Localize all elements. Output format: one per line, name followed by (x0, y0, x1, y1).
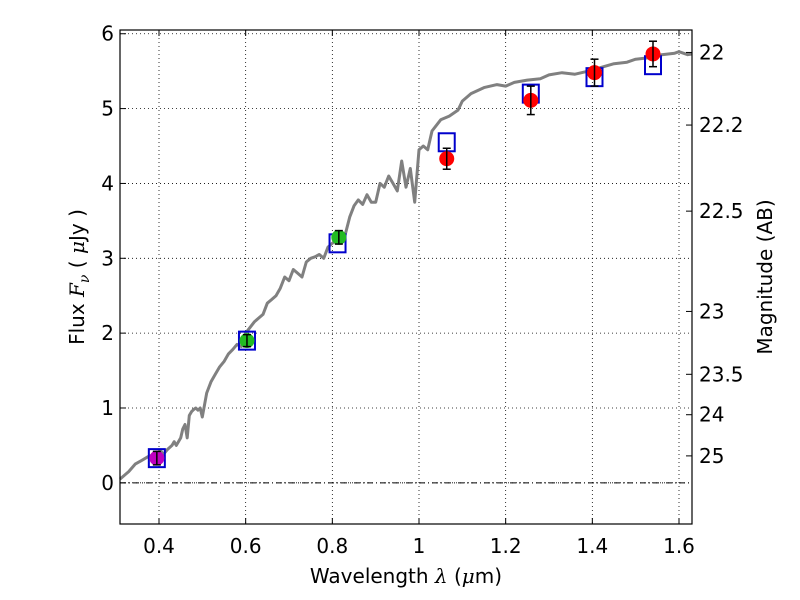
y-tick-label: 5 (101, 97, 114, 121)
x-axis-label: Wavelength λ (μm) (310, 564, 502, 588)
y-tick-label: 1 (101, 396, 114, 420)
right-tick-label: 23.5 (699, 362, 744, 386)
x-tick-label: 1 (413, 534, 426, 558)
y-tick-label: 0 (101, 471, 114, 495)
y-tick-label: 4 (101, 171, 114, 195)
axis-ticks (120, 30, 692, 524)
y-tick-label: 6 (101, 22, 114, 46)
right-axis-label: Magnitude (AB) (753, 199, 777, 354)
right-tick-label: 25 (699, 444, 724, 468)
observed-points (149, 40, 661, 466)
grid (120, 30, 692, 524)
x-tick-label: 0.6 (230, 534, 262, 558)
x-tick-label: 0.4 (143, 534, 175, 558)
right-tick-label: 23 (699, 299, 724, 323)
right-tick-label: 24 (699, 403, 724, 427)
x-tick-label: 1.6 (663, 534, 695, 558)
y-axis-label: Flux Fν ( μJy ) (65, 209, 93, 345)
y-tick-label: 3 (101, 246, 114, 270)
model-box-marker (237, 330, 256, 351)
right-tick-label: 22.5 (699, 199, 744, 223)
y-tick-labels: 0 1 2 3 4 5 6 (101, 22, 114, 495)
x-tick-label: 1.4 (576, 534, 608, 558)
x-tick-label: 0.8 (316, 534, 348, 558)
plot-frame (119, 29, 693, 525)
template-spectrum-line (119, 50, 693, 481)
right-tick-label: 22.2 (699, 113, 744, 137)
x-tick-label: 1.2 (490, 534, 522, 558)
right-tick-label: 22 (699, 40, 724, 64)
x-tick-labels: 0.4 0.6 0.8 1 1.2 1.4 1.6 (143, 534, 695, 558)
y-tick-label: 2 (101, 321, 114, 345)
model-box-marker (147, 448, 166, 469)
right-tick-labels: 22 22.2 22.5 23 23.5 24 25 (699, 40, 744, 467)
